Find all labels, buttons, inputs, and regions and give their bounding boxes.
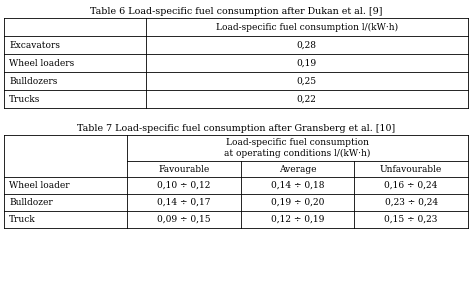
Text: 0,22: 0,22 bbox=[297, 94, 317, 103]
Text: 0,19: 0,19 bbox=[297, 58, 317, 68]
Text: Load-specific fuel consumption
at operating conditions l/(kW·h): Load-specific fuel consumption at operat… bbox=[224, 138, 371, 158]
Text: 0,12 ÷ 0,19: 0,12 ÷ 0,19 bbox=[271, 215, 324, 224]
Text: 0,28: 0,28 bbox=[297, 40, 317, 50]
Text: Truck: Truck bbox=[9, 215, 36, 224]
Text: Favourable: Favourable bbox=[158, 164, 210, 173]
Text: 0,14 ÷ 0,17: 0,14 ÷ 0,17 bbox=[157, 198, 210, 207]
Text: Average: Average bbox=[279, 164, 316, 173]
Text: Wheel loader: Wheel loader bbox=[9, 181, 70, 190]
Text: Bulldozer: Bulldozer bbox=[9, 198, 53, 207]
Text: Table 6 Load-specific fuel consumption after Dukan et al. [9]: Table 6 Load-specific fuel consumption a… bbox=[90, 8, 382, 16]
Text: Wheel loaders: Wheel loaders bbox=[9, 58, 74, 68]
Text: Excavators: Excavators bbox=[9, 40, 60, 50]
Text: 0,14 ÷ 0,18: 0,14 ÷ 0,18 bbox=[271, 181, 324, 190]
Text: Trucks: Trucks bbox=[9, 94, 40, 103]
Text: Bulldozers: Bulldozers bbox=[9, 76, 57, 85]
Text: 0,09 ÷ 0,15: 0,09 ÷ 0,15 bbox=[157, 215, 210, 224]
Text: Table 7 Load-specific fuel consumption after Gransberg et al. [10]: Table 7 Load-specific fuel consumption a… bbox=[77, 124, 395, 133]
Text: 0,10 ÷ 0,12: 0,10 ÷ 0,12 bbox=[157, 181, 210, 190]
Text: Unfavourable: Unfavourable bbox=[380, 164, 442, 173]
Text: 0,25: 0,25 bbox=[297, 76, 317, 85]
Text: Load-specific fuel consumption l/(kW·h): Load-specific fuel consumption l/(kW·h) bbox=[216, 22, 398, 32]
Text: 0,19 ÷ 0,20: 0,19 ÷ 0,20 bbox=[271, 198, 324, 207]
Text: 0,23 ÷ 0,24: 0,23 ÷ 0,24 bbox=[384, 198, 438, 207]
Text: 0,15 ÷ 0,23: 0,15 ÷ 0,23 bbox=[384, 215, 438, 224]
Text: 0,16 ÷ 0,24: 0,16 ÷ 0,24 bbox=[384, 181, 438, 190]
